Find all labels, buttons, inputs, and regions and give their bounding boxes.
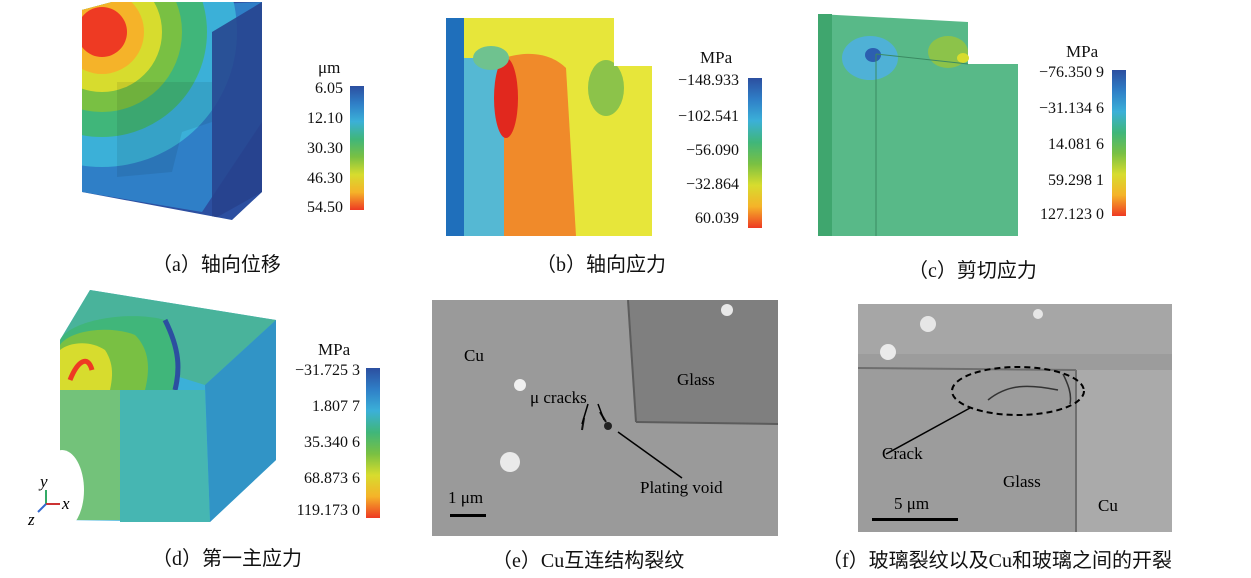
label-micro-cracks: μ cracks: [530, 388, 587, 407]
caption-b: （b）轴向应力: [536, 254, 666, 276]
label-crack: Crack: [882, 444, 923, 463]
sem-image-cu-interconnect: [432, 300, 778, 536]
colorbar: [1112, 70, 1126, 216]
colorbar-unit: MPa: [700, 48, 733, 67]
colorbar: [366, 368, 380, 518]
colorbar: [748, 78, 762, 228]
scalebar-label: 5 μm: [894, 494, 930, 513]
caption-e: （e）Cu互连结构裂纹: [492, 550, 685, 572]
label-cu: Cu: [1098, 496, 1118, 515]
colorbar-tick: 14.081 6: [1048, 136, 1104, 153]
shear-stress-contour: [818, 14, 1018, 236]
colorbar-tick: 35.340 6: [304, 434, 360, 451]
colorbar-tick: 46.30: [307, 170, 343, 187]
label-glass: Glass: [677, 370, 715, 389]
axial-displacement-contour: [82, 2, 262, 220]
axis-label-x: x: [62, 494, 70, 513]
scalebar-label: 1 μm: [448, 488, 484, 507]
colorbar-tick: −31.134 6: [1038, 100, 1104, 117]
colorbar-tick: 54.50: [307, 199, 343, 216]
coordinate-triad-icon: [37, 490, 60, 513]
label-plating-void: Plating void: [640, 478, 723, 497]
caption-c: （c）剪切应力: [908, 260, 1037, 282]
colorbar-unit: μm: [318, 58, 341, 77]
colorbar-tick: −32.864: [685, 176, 739, 193]
axis-label-z: z: [28, 510, 35, 529]
axis-label-y: y: [40, 472, 48, 491]
colorbar-unit: MPa: [1066, 42, 1099, 61]
colorbar-unit: MPa: [318, 340, 351, 359]
colorbar: [350, 86, 364, 210]
colorbar-tick: 1.807 7: [312, 398, 360, 415]
colorbar-tick: 119.173 0: [296, 502, 360, 519]
sem-image-glass-crack: [858, 304, 1172, 532]
colorbar-tick: −76.350 9: [1038, 64, 1104, 81]
colorbar-tick: 68.873 6: [304, 470, 360, 487]
colorbar-tick: 6.05: [315, 80, 343, 97]
colorbar-tick: −31.725 3: [294, 362, 360, 379]
caption-d: （d）第一主应力: [152, 548, 302, 570]
label-cu: Cu: [464, 346, 484, 365]
colorbar-tick: −56.090: [685, 142, 739, 159]
colorbar-tick: 127.123 0: [1040, 206, 1104, 223]
colorbar-tick: 30.30: [307, 140, 343, 157]
colorbar-tick: −102.541: [677, 108, 739, 125]
colorbar-tick: 59.298 1: [1048, 172, 1104, 189]
colorbar-tick: 60.039: [695, 210, 739, 227]
first-principal-stress-contour: [40, 290, 276, 530]
caption-a: （a）轴向位移: [152, 254, 281, 276]
label-glass: Glass: [1003, 472, 1041, 491]
colorbar-tick: −148.933: [677, 72, 739, 89]
axial-stress-contour: [446, 18, 652, 236]
colorbar-tick: 12.10: [307, 110, 343, 127]
caption-f: （f）玻璃裂纹以及Cu和玻璃之间的开裂: [822, 550, 1172, 572]
